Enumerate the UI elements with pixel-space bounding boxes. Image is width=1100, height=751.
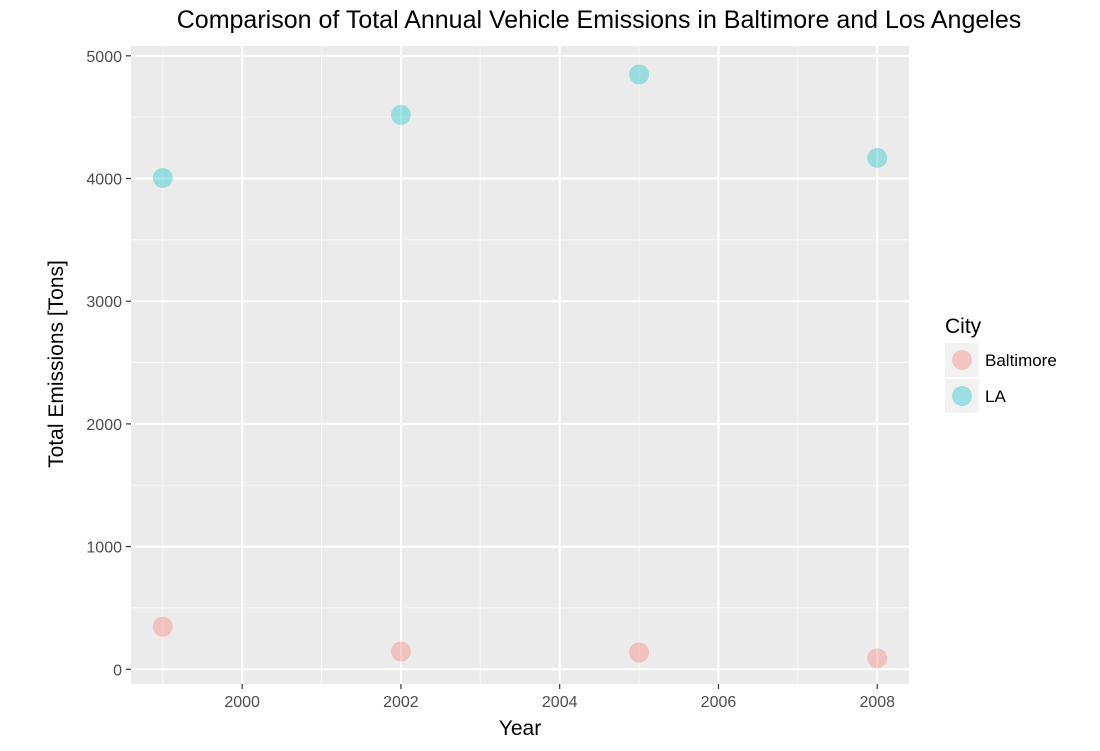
y-tick-label: 5000 (86, 49, 122, 66)
legend-swatch-la (952, 386, 972, 406)
legend-label-la: LA (985, 387, 1006, 406)
data-point-la (629, 64, 650, 85)
y-tick-label: 0 (113, 662, 122, 679)
legend-swatch-baltimore (952, 350, 972, 370)
major-gridlines (131, 46, 909, 684)
data-points (152, 64, 888, 669)
x-tick-label: 2002 (383, 694, 419, 711)
data-point-baltimore (867, 648, 888, 669)
x-tick-label: 2004 (542, 694, 578, 711)
minor-gridlines (131, 46, 909, 684)
data-point-la (152, 168, 173, 189)
data-point-baltimore (390, 641, 411, 662)
data-point-baltimore (152, 616, 173, 637)
legend-key-la (945, 379, 979, 413)
legend-label-baltimore: Baltimore (985, 351, 1057, 370)
x-tick-label: 2000 (224, 694, 260, 711)
x-axis: 2000 2002 2004 2006 2008 (224, 684, 895, 711)
data-point-la (390, 104, 411, 125)
y-tick-label: 1000 (86, 540, 122, 557)
legend-title: City (945, 315, 982, 338)
y-axis-title: Total Emissions [Tons] (45, 260, 68, 468)
x-tick-label: 2006 (701, 694, 737, 711)
x-axis-title: Year (499, 717, 541, 740)
x-tick-label: 2008 (859, 694, 895, 711)
chart-title: Comparison of Total Annual Vehicle Emiss… (177, 6, 1021, 34)
y-axis: 0 1000 2000 3000 4000 5000 (86, 49, 131, 679)
plot-panel (131, 46, 909, 684)
y-tick-label: 2000 (86, 417, 122, 434)
data-point-la (867, 147, 888, 168)
data-point-baltimore (629, 642, 650, 663)
legend-key-baltimore (945, 343, 979, 377)
y-tick-label: 3000 (86, 294, 122, 311)
legend: City Baltimore LA (945, 315, 1057, 413)
y-tick-label: 4000 (86, 172, 122, 189)
